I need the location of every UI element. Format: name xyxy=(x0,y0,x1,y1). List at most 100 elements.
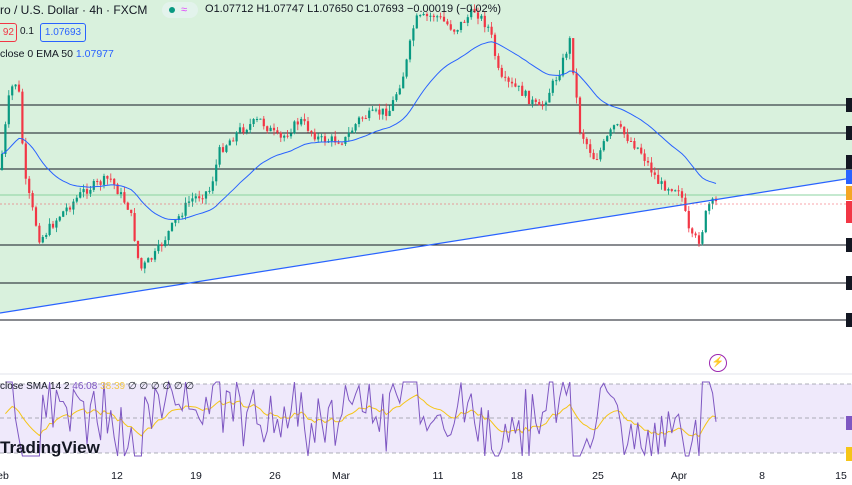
candle-body xyxy=(272,127,276,131)
candle-body xyxy=(215,164,218,182)
candle-body xyxy=(249,124,252,130)
candle-body xyxy=(708,203,711,211)
x-axis-label: 18 xyxy=(511,470,523,482)
candle-body xyxy=(619,124,622,127)
candle-body xyxy=(687,210,690,229)
candle-body xyxy=(184,202,187,216)
rsi-legend[interactable]: close SMA 14 2 46.08 38.39 ∅ ∅ ∅ ∅ ∅ ∅ xyxy=(0,381,194,392)
candle-body xyxy=(595,159,599,161)
candle-body xyxy=(555,80,558,82)
candle-body xyxy=(694,233,697,236)
ema-legend-label: close 0 EMA 50 xyxy=(0,48,73,60)
candle-body xyxy=(14,84,17,87)
x-axis-label: 11 xyxy=(432,470,444,482)
candle-body xyxy=(432,15,435,18)
candle-body xyxy=(201,198,204,200)
candle-body xyxy=(402,76,405,89)
x-axis-label: eb xyxy=(0,470,9,482)
candle-body xyxy=(238,127,242,133)
candle-body xyxy=(164,240,167,247)
candle-body xyxy=(449,24,452,30)
channel-fill xyxy=(0,0,852,313)
market-status-badge[interactable]: ≈ xyxy=(162,2,198,18)
candle-body xyxy=(568,38,571,54)
candle-body xyxy=(524,90,527,96)
candle-body xyxy=(674,190,677,192)
candle-body xyxy=(334,136,337,143)
candle-body xyxy=(453,29,456,32)
candle-body xyxy=(561,57,565,76)
candle-body xyxy=(616,124,619,126)
rsi-extra-values: ∅ ∅ ∅ ∅ ∅ ∅ xyxy=(127,381,195,392)
candle-body xyxy=(55,220,58,228)
candle-body xyxy=(245,129,248,133)
candle-body xyxy=(558,75,561,81)
candle-body xyxy=(425,13,429,17)
candle-body xyxy=(191,198,194,202)
candle-body xyxy=(354,124,357,131)
candle-body xyxy=(262,118,265,127)
trendline[interactable] xyxy=(0,177,852,314)
symbol-title[interactable]: ro / U.S. Dollar · 4h · FXCM xyxy=(0,3,148,17)
candle-body xyxy=(439,16,442,18)
candle-body xyxy=(340,143,344,145)
candle-body xyxy=(289,133,293,137)
candle-body xyxy=(527,90,531,104)
candle-body xyxy=(626,134,629,142)
candle-body xyxy=(0,153,4,170)
sell-button[interactable]: 92 xyxy=(0,23,17,42)
candle-body xyxy=(395,94,398,101)
x-axis-label: 12 xyxy=(111,470,123,482)
x-axis-label: 25 xyxy=(592,470,604,482)
candle-body xyxy=(680,191,684,198)
price-axis-tag xyxy=(846,186,852,200)
price-axis-tag xyxy=(846,447,852,461)
candle-body xyxy=(41,236,44,243)
candle-body xyxy=(442,16,446,22)
candle-body xyxy=(357,117,361,125)
candle-body xyxy=(565,53,568,58)
candle-body xyxy=(660,181,663,184)
buy-button[interactable]: 1.07693 xyxy=(40,23,86,42)
ema-legend[interactable]: close 0 EMA 50 1.07977 xyxy=(0,48,114,60)
candle-body xyxy=(378,109,381,115)
candle-body xyxy=(65,207,68,212)
price-axis-tag xyxy=(846,416,852,430)
candle-body xyxy=(422,13,425,16)
candle-body xyxy=(303,118,306,122)
candle-body xyxy=(405,59,408,77)
candle-body xyxy=(368,110,371,119)
candle-body xyxy=(609,129,612,137)
candle-body xyxy=(221,147,225,152)
candle-body xyxy=(589,144,592,153)
candle-body xyxy=(106,175,109,179)
rsi-value: 46.08 xyxy=(72,381,98,392)
candle-body xyxy=(143,262,146,269)
change-value: −0.00019 (−0.02%) xyxy=(406,3,502,15)
flash-icon[interactable]: ⚡ xyxy=(709,354,727,372)
candle-body xyxy=(167,230,170,241)
candle-body xyxy=(7,95,10,125)
candle-body xyxy=(232,140,235,142)
candle-body xyxy=(473,8,476,13)
price-axis-tag xyxy=(846,313,852,327)
price-axis-tag xyxy=(846,276,852,290)
candle-body xyxy=(521,85,524,96)
candle-body xyxy=(623,126,626,135)
candle-body xyxy=(153,251,157,260)
candle-body xyxy=(174,219,177,223)
candle-body xyxy=(344,136,347,144)
rsi-ma-value: 38.39 xyxy=(100,381,126,392)
candle-body xyxy=(517,85,520,87)
candle-body xyxy=(701,232,704,244)
high-value: 1.07747 xyxy=(264,3,305,15)
candle-body xyxy=(351,130,354,133)
candle-body xyxy=(711,198,714,204)
tradingview-logo[interactable]: TradingView xyxy=(0,438,100,457)
candle-body xyxy=(72,201,75,210)
candle-body xyxy=(102,175,106,185)
candle-body xyxy=(446,21,449,25)
candle-body xyxy=(330,136,333,142)
candle-body xyxy=(113,178,116,185)
